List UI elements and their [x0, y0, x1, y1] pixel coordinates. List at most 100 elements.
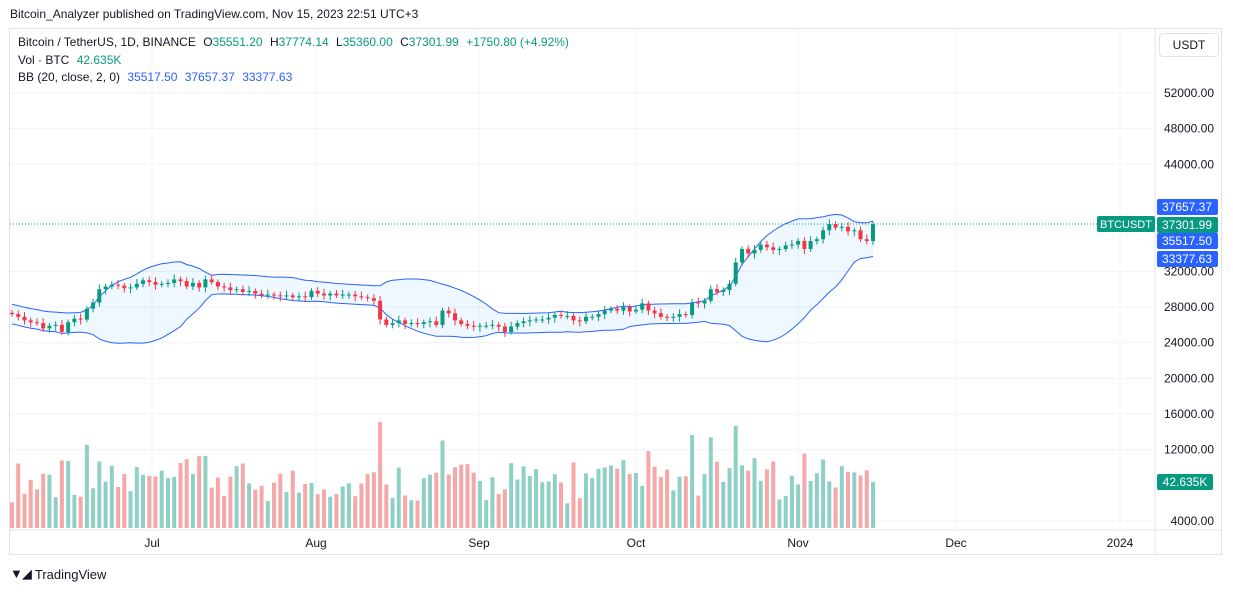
volume-bar — [259, 485, 264, 528]
legend-vol-value: 42.635K — [76, 53, 122, 67]
candle-body — [346, 294, 351, 296]
candle-body — [633, 309, 638, 312]
volume-bar — [783, 496, 788, 528]
volume-bar — [209, 487, 214, 528]
volume-badge-label: 42.635K — [1163, 475, 1208, 489]
volume-bar — [166, 478, 170, 528]
volume-bar — [671, 490, 676, 528]
candle-body — [109, 284, 114, 287]
volume-bar — [471, 472, 476, 528]
volume-bar — [683, 476, 688, 528]
candle-body — [309, 290, 314, 298]
candle-body — [103, 286, 108, 290]
volume-bar — [789, 475, 794, 528]
volume-bar — [415, 500, 420, 528]
candle-body — [91, 302, 96, 309]
candle-body — [47, 325, 52, 329]
volume-bar — [278, 473, 283, 528]
volume-bar — [272, 482, 276, 528]
volume-bar — [234, 466, 239, 528]
candle-body — [390, 323, 395, 325]
volume-bar — [490, 477, 495, 528]
candle-body — [534, 319, 539, 321]
price-tick-label: 32000.00 — [1164, 264, 1214, 278]
volume-bar — [322, 489, 326, 528]
chart-frame — [9, 28, 1222, 555]
candle-body — [590, 316, 595, 318]
candle-body — [328, 293, 333, 296]
price-badge-label: 35517.50 — [1162, 234, 1212, 248]
candle-body — [683, 314, 688, 316]
volume-bar — [565, 503, 570, 528]
volume-bar — [141, 474, 145, 528]
candle-body — [871, 224, 875, 242]
volume-bar — [727, 467, 732, 528]
volume-bar — [852, 472, 857, 528]
legend-bb-basis: 35517.50 — [127, 70, 178, 84]
volume-bar — [203, 456, 208, 528]
price-tick-label: 4000.00 — [1171, 514, 1215, 528]
tradingview-footer[interactable]: ▼◢ TradingView — [10, 566, 106, 582]
volume-bar — [515, 479, 520, 528]
volume-bar — [652, 466, 657, 528]
price-tick-label: 16000.00 — [1164, 407, 1214, 421]
volume-bar — [621, 460, 626, 528]
candle-body — [814, 239, 819, 241]
volume-bar — [633, 473, 638, 528]
candle-body — [278, 295, 283, 297]
volume-bar — [228, 476, 233, 528]
legend-open: 35551.20 — [212, 35, 263, 49]
volume-bar — [846, 471, 850, 528]
candle-body — [721, 290, 726, 292]
legend-h-key: H — [269, 35, 279, 49]
legend-vol-label[interactable]: Vol · BTC — [18, 53, 70, 67]
candle-body — [715, 289, 719, 292]
volume-bar — [440, 440, 445, 528]
candle-body — [783, 245, 788, 250]
volume-bar — [777, 499, 782, 528]
volume-bar — [484, 500, 489, 528]
candle-body — [621, 307, 626, 311]
volume-bar — [28, 479, 33, 528]
candle-body — [203, 279, 208, 288]
volume-bar — [190, 474, 195, 528]
volume-bar — [665, 469, 670, 528]
price-tick-label: 48000.00 — [1164, 122, 1214, 136]
volume-bar — [733, 425, 738, 528]
candle-body — [172, 279, 177, 283]
volume-bar — [540, 482, 545, 528]
candle-body — [415, 323, 420, 325]
time-tick-label: Oct — [627, 536, 646, 550]
candle-body — [440, 310, 445, 325]
volume-bar — [496, 494, 501, 528]
candle-body — [259, 293, 264, 296]
candle-body — [453, 313, 457, 321]
volume-bar — [465, 464, 470, 528]
volume-bar — [334, 493, 339, 528]
volume-bar — [59, 460, 64, 528]
currency-button[interactable]: USDT — [1159, 33, 1219, 57]
volume-bar — [409, 500, 414, 528]
volume-bar — [434, 472, 439, 528]
legend-symbol[interactable]: Bitcoin / TetherUS, 1D, BINANCE — [18, 35, 196, 49]
candle-body — [28, 320, 33, 323]
volume-bar — [122, 474, 127, 528]
legend-bb-label[interactable]: BB (20, close, 2, 0) — [18, 70, 121, 84]
volume-badge — [1157, 474, 1213, 490]
price-badge-label: 37301.99 — [1162, 218, 1212, 232]
volume-bar — [546, 481, 551, 528]
volume-bar — [371, 472, 376, 528]
candle-body — [646, 303, 651, 311]
volume-bar — [134, 467, 139, 528]
legend-change: +1750.80 (+4.92%) — [466, 35, 569, 49]
candle-body — [365, 297, 370, 299]
candle-body — [153, 282, 158, 285]
candle-body — [546, 317, 551, 320]
candle-body — [403, 320, 408, 324]
candle-body — [802, 241, 807, 249]
volume-bar — [53, 497, 58, 528]
candle-body — [409, 323, 414, 325]
volume-bar — [715, 461, 719, 528]
price-tick-label: 24000.00 — [1164, 336, 1214, 350]
